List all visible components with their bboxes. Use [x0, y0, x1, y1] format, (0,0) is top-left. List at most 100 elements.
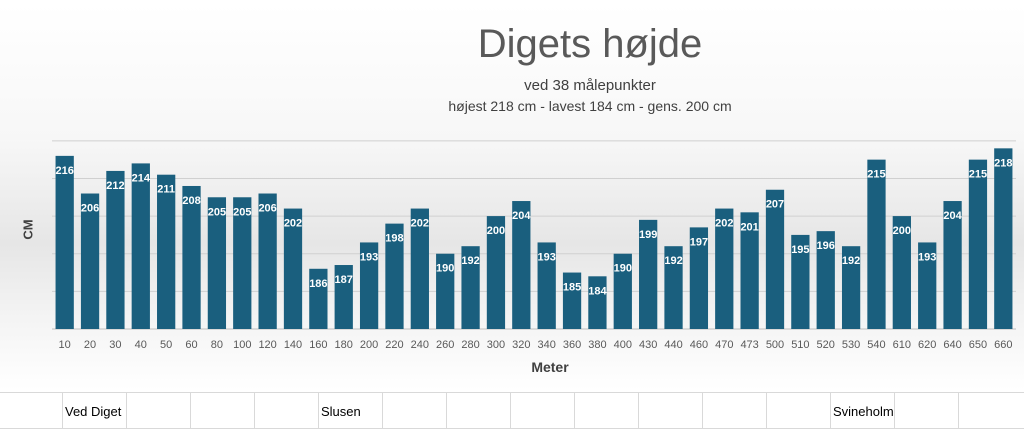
x-tick-label-260: 260 [436, 339, 454, 351]
data-label-440: 192 [664, 255, 682, 267]
data-label-530: 192 [842, 255, 860, 267]
data-label-380: 184 [588, 285, 607, 297]
bar-280[interactable] [461, 246, 480, 329]
bar-440[interactable] [664, 246, 683, 329]
data-label-340: 193 [538, 251, 556, 263]
cell-slusen[interactable]: Slusen [321, 404, 361, 419]
bar-260[interactable] [436, 253, 455, 329]
bar-200[interactable] [359, 242, 379, 329]
sheet-col-line [382, 392, 383, 429]
data-label-120: 206 [258, 203, 276, 215]
x-tick-label-120: 120 [258, 339, 276, 351]
data-label-320: 204 [512, 210, 531, 222]
bar-620[interactable] [918, 242, 937, 329]
cell-svineholm[interactable]: Svineholm [833, 404, 894, 419]
sheet-col-line [190, 392, 191, 429]
cell-ved-diget[interactable]: Ved Diget [65, 404, 122, 419]
data-label-80: 205 [208, 206, 226, 218]
bar-520[interactable] [816, 231, 835, 329]
x-tick-label-140: 140 [284, 339, 302, 351]
data-label-540: 215 [867, 169, 885, 181]
data-label-160: 186 [309, 278, 327, 290]
x-tick-label-180: 180 [335, 339, 353, 351]
x-tick-label-610: 610 [893, 339, 911, 351]
bar-100[interactable] [233, 197, 252, 329]
bar-240[interactable] [410, 208, 429, 329]
data-label-260: 190 [436, 263, 454, 275]
bar-10[interactable] [55, 155, 74, 329]
sheet-col-line [830, 392, 831, 429]
x-tick-label-520: 520 [817, 339, 835, 351]
x-tick-label-660: 660 [994, 339, 1012, 351]
sheet-col-line [638, 392, 639, 429]
bar-660[interactable] [994, 148, 1013, 329]
bar-430[interactable] [639, 219, 658, 329]
bar-340[interactable] [537, 242, 556, 329]
bar-20[interactable] [80, 193, 100, 329]
x-tick-label-530: 530 [842, 339, 860, 351]
sheet-col-line [318, 392, 319, 429]
x-tick-label-280: 280 [461, 339, 479, 351]
data-label-510: 195 [791, 244, 809, 256]
bar-30[interactable] [106, 170, 125, 329]
bar-380[interactable] [588, 276, 607, 329]
x-tick-label-240: 240 [411, 339, 429, 351]
sheet-col-line [446, 392, 447, 429]
bar-640[interactable] [943, 201, 962, 329]
x-tick-label-460: 460 [690, 339, 708, 351]
x-axis-title: Meter [531, 359, 569, 375]
bar-80[interactable] [207, 197, 227, 329]
data-label-20: 206 [81, 203, 99, 215]
x-tick-label-10: 10 [59, 339, 71, 351]
bar-460[interactable] [689, 227, 709, 329]
x-tick-label-320: 320 [512, 339, 530, 351]
bar-540[interactable] [867, 159, 886, 329]
x-tick-label-430: 430 [639, 339, 657, 351]
x-tick-label-200: 200 [360, 339, 378, 351]
data-label-140: 202 [284, 218, 302, 230]
data-label-473: 201 [740, 221, 758, 233]
bar-220[interactable] [385, 223, 404, 329]
bar-510[interactable] [791, 234, 810, 329]
x-tick-label-650: 650 [969, 339, 987, 351]
x-tick-label-473: 473 [740, 339, 758, 351]
data-label-470: 202 [715, 218, 733, 230]
data-label-620: 193 [918, 251, 936, 263]
x-tick-label-80: 80 [211, 339, 223, 351]
data-label-400: 190 [614, 263, 632, 275]
data-label-100: 205 [233, 206, 251, 218]
bar-40[interactable] [131, 163, 150, 329]
bar-360[interactable] [562, 272, 582, 329]
bar-120[interactable] [258, 193, 277, 329]
bar-610[interactable] [892, 216, 911, 329]
bar-473[interactable] [740, 212, 759, 329]
data-label-30: 212 [106, 180, 124, 192]
bar-400[interactable] [613, 253, 632, 329]
chart-subtitle: ved 38 målepunkter [524, 77, 656, 94]
x-tick-label-500: 500 [766, 339, 784, 351]
bar-470[interactable] [715, 208, 734, 329]
bar-60[interactable] [182, 185, 201, 329]
x-tick-label-40: 40 [135, 339, 147, 351]
bar-530[interactable] [841, 246, 861, 329]
sheet-col-line [510, 392, 511, 429]
bar-650[interactable] [968, 159, 988, 329]
bar-140[interactable] [283, 208, 303, 329]
sheet-col-line [894, 392, 895, 429]
data-label-650: 215 [969, 169, 987, 181]
bar-300[interactable] [486, 216, 506, 329]
data-label-300: 200 [487, 225, 505, 237]
sheet-col-line [702, 392, 703, 429]
data-label-180: 187 [335, 274, 353, 286]
x-tick-label-220: 220 [385, 339, 403, 351]
bar-320[interactable] [512, 201, 531, 329]
x-tick-label-30: 30 [109, 339, 121, 351]
x-tick-label-380: 380 [588, 339, 606, 351]
bar-50[interactable] [157, 174, 176, 329]
sheet-col-line [766, 392, 767, 429]
sheet-col-line [126, 392, 127, 429]
bar-180[interactable] [334, 265, 353, 329]
bar-160[interactable] [309, 268, 328, 329]
bar-500[interactable] [765, 189, 785, 329]
